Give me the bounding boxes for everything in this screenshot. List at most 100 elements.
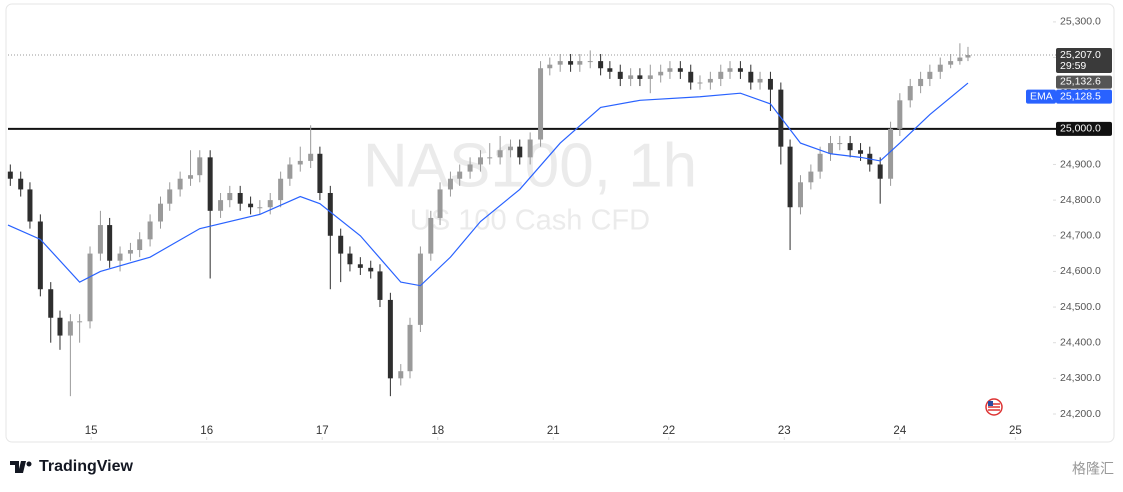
y-tick-label: 24,200.0 [1060,408,1101,420]
candle-body [257,207,263,209]
candle-body [538,68,544,140]
candle-body [87,253,93,322]
candle-body [18,178,24,190]
candle-body [727,68,733,72]
candle-body [677,68,683,72]
candle-body [617,71,623,79]
candle-body [297,160,303,165]
x-tick-label: 18 [431,425,444,437]
candle-body [697,82,703,84]
candle-body [177,178,183,190]
x-tick-label: 25 [1009,425,1022,437]
candle-body [127,250,133,254]
last-price-label: 25,207.0 [1060,49,1101,61]
candle-body [568,61,574,65]
candle-body [877,164,883,179]
candle-body [907,86,913,101]
candle-body [647,75,653,79]
candle-body [387,299,393,379]
watermark-source: 格隆汇 [1072,461,1114,477]
y-tick-label: 24,700.0 [1060,230,1101,242]
candle-body [847,143,853,151]
y-tick-label: 25,300.0 [1060,16,1101,28]
candle-body [317,153,323,193]
candle-body [797,182,803,208]
candle-body [117,253,123,261]
y-tick-label: 24,500.0 [1060,301,1101,313]
candle-body [837,143,843,145]
candle-body [577,61,583,65]
candle-body [278,178,284,201]
candle-body [287,164,293,179]
candle-body [327,192,333,236]
candle-body [338,235,344,254]
candle-body [767,78,773,90]
candle-body [658,71,664,76]
candle-body [77,321,83,323]
candle-body [227,192,233,201]
candle-body [667,68,673,72]
candle-body [437,189,443,218]
candle-body [607,68,613,72]
candle-body [748,71,754,83]
candle-body [7,171,13,179]
y-tick-label: 24,600.0 [1060,265,1101,277]
candle-body [347,253,353,265]
candle-body [628,75,634,79]
candle-body [377,271,383,300]
candle-body [828,143,834,154]
candle-body [197,157,203,176]
candle-body [487,157,493,159]
brand-logo [10,461,26,473]
ema-name: EMA [1030,90,1053,102]
candle-body [927,71,933,79]
flag-canton [988,401,993,406]
watermark-subtitle: US 100 Cash CFD [410,205,650,237]
y-tick-label: 24,800.0 [1060,194,1101,206]
candle-body [527,139,533,158]
candle-body [97,225,103,254]
candle-body [937,64,943,72]
y-tick-label: 24,300.0 [1060,372,1101,384]
candle-body [598,61,604,69]
ema-name-box [1026,89,1056,104]
candle-body [477,157,483,165]
candle-body [428,217,434,254]
candle-body [888,128,894,179]
candle-body [557,61,563,65]
prev-price-label: 25,132.6 [1060,75,1101,87]
x-tick-label: 22 [662,425,675,437]
candle-body [737,68,743,72]
last-price-box [1056,48,1112,74]
candle-body [48,289,54,318]
candle-body [918,78,924,87]
candle-body [948,61,954,65]
candle-body [517,146,523,158]
candle-body [817,153,823,172]
candle-body [237,192,243,204]
candle-body [57,317,63,336]
candle-body [167,189,173,204]
candle-body [67,321,73,336]
candle-body [107,225,113,261]
candle-body [718,71,724,79]
plot: 24,200.0 24,300.0 24,400.0 24,500.0 24,600.0… [7,16,1112,440]
x-tick-label: 15 [85,425,98,437]
candle-body [37,221,43,290]
brand-logo-dot [26,461,32,467]
candle-body [858,150,864,154]
brand-name: TradingView [39,458,134,475]
candle-body [157,203,163,222]
x-tick-label: 24 [893,425,906,437]
candle-body [497,150,503,158]
prev-price-box [1056,75,1112,89]
candle-body [787,146,793,208]
candle-body [357,264,363,268]
y-tick-label: 24,900.0 [1060,158,1101,170]
countdown-label: 29:59 [1060,60,1086,72]
candle-body [207,157,213,211]
x-tick-label: 23 [778,425,791,437]
ema-line [7,82,969,287]
